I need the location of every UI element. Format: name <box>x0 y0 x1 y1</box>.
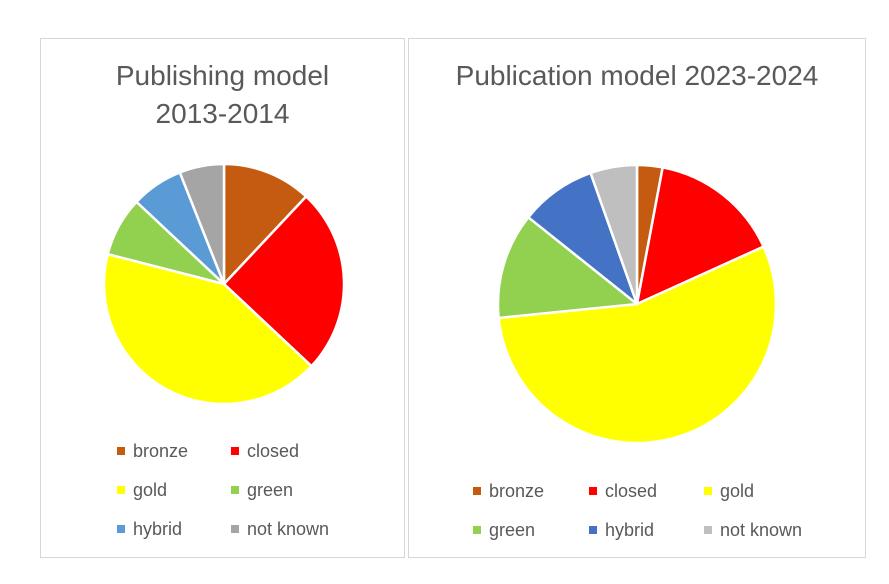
pie-slice-bronze <box>222 162 308 286</box>
legend-item-hybrid: hybrid <box>117 517 182 541</box>
legend-item-hybrid: hybrid <box>589 518 654 542</box>
legend-swatch <box>473 487 481 495</box>
legend-item-closed: closed <box>231 439 299 463</box>
legend-item-green: green <box>231 478 293 502</box>
legend-item-gold: gold <box>704 479 754 503</box>
chart-title: Publication model 2023-2024 <box>455 60 819 91</box>
legend-item-not-known: not known <box>704 518 802 542</box>
legend-swatch <box>231 525 239 533</box>
legend-label: closed <box>605 480 658 501</box>
chart-panel-2013-2014: Publishing model 2013-2014 bronze closed g… <box>40 38 405 558</box>
pie-slice-not-known <box>589 163 639 306</box>
legend-label: green <box>489 519 536 540</box>
legend-label: hybrid <box>605 519 655 540</box>
legend-item-not-known: not known <box>231 517 329 541</box>
legend-swatch <box>231 486 239 494</box>
legend-swatch <box>117 486 125 494</box>
legend-label: gold <box>133 479 168 500</box>
legend-swatch <box>117 525 125 533</box>
pie-slice-not-known <box>178 162 226 286</box>
chart-panel-2023-2024: Publication model 2023-2024 bronze closed… <box>408 38 866 558</box>
legend-item-gold: gold <box>117 478 167 502</box>
legend-swatch <box>473 526 481 534</box>
pie-slice-gold <box>102 252 313 406</box>
legend-item-green: green <box>473 518 535 542</box>
legend-label: bronze <box>489 480 545 501</box>
pie-chart-2023-2024 <box>496 163 778 445</box>
pie-slice-closed <box>635 166 765 306</box>
legend-label: not known <box>720 519 803 540</box>
legend-label: green <box>247 479 294 500</box>
legend-swatch <box>704 487 712 495</box>
legend-label: hybrid <box>133 518 183 539</box>
pie-chart-2013-2014 <box>102 162 346 406</box>
legend-swatch <box>231 447 239 455</box>
legend-item-closed: closed <box>589 479 657 503</box>
legend-label: bronze <box>133 440 189 461</box>
legend-swatch <box>589 526 597 534</box>
pie-slice-closed <box>222 195 346 368</box>
legend-item-bronze: bronze <box>473 479 544 503</box>
legend-item-bronze: bronze <box>117 439 188 463</box>
chart-title: Publishing model 2013-2014 <box>115 60 330 129</box>
legend-swatch <box>589 487 597 495</box>
legend-label: not known <box>247 518 330 539</box>
legend-swatch <box>704 526 712 534</box>
pie-slice-green <box>496 216 639 320</box>
legend-swatch <box>117 447 125 455</box>
legend-label: closed <box>247 440 300 461</box>
legend-label: gold <box>720 480 755 501</box>
pie-slice-gold <box>497 245 778 445</box>
